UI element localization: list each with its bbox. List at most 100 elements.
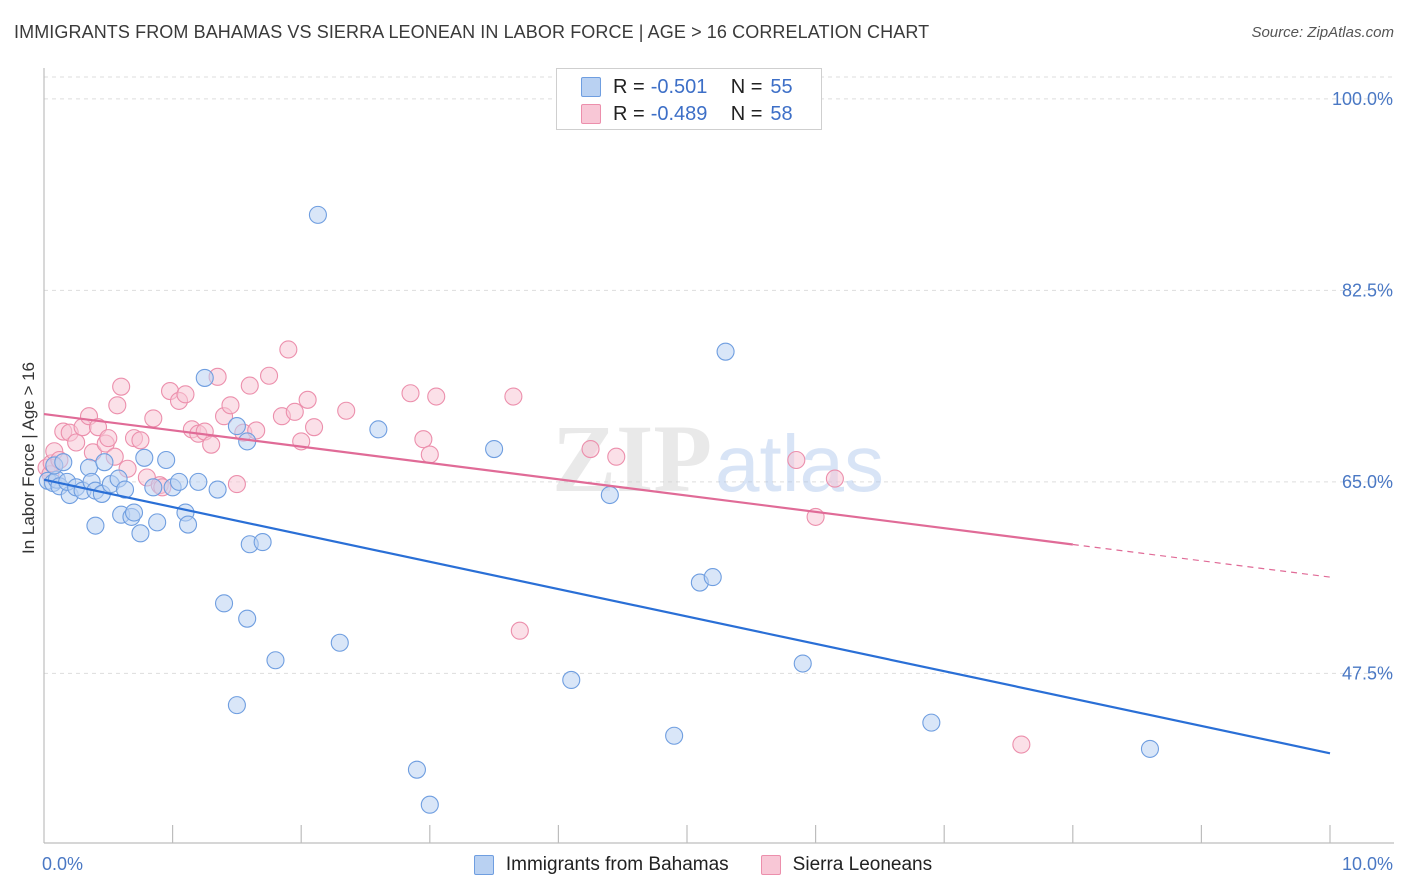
bahamas-point[interactable] [703, 568, 722, 587]
legend-swatch-blue [473, 855, 494, 875]
y-tick-labels: 100.0% 82.5% 65.0% 47.5% [1332, 89, 1393, 684]
legend-swatch-pink [760, 855, 781, 875]
bahamas-point[interactable] [407, 760, 426, 779]
r-value: -0.501 [650, 75, 708, 98]
bahamas-point[interactable] [178, 515, 198, 534]
sierra-leonean-point[interactable] [221, 396, 240, 415]
bahamas-point[interactable] [227, 696, 246, 715]
sierra-leonean-point[interactable] [144, 409, 163, 428]
series-bahamas-points [38, 205, 1160, 814]
sierra-leonean-point[interactable] [510, 621, 529, 640]
bahamas-point[interactable] [86, 516, 105, 535]
legend-label: Immigrants from Bahamas [505, 854, 729, 875]
bahamas-point[interactable] [227, 417, 246, 436]
bahamas-point[interactable] [189, 472, 208, 491]
legend-row-sierra-leoneans: R = -0.489 N = 58 [581, 102, 793, 126]
sierra-leonean-point[interactable] [420, 445, 439, 464]
x-tick-label: 10.0% [1342, 854, 1393, 874]
bahamas-point[interactable] [54, 453, 73, 472]
bahamas-point[interactable] [266, 651, 285, 670]
sierra-leonean-point[interactable] [414, 430, 433, 449]
bahamas-point[interactable] [330, 633, 349, 652]
sierra-leonean-point[interactable] [112, 377, 131, 396]
bahamas-point[interactable] [485, 440, 504, 459]
legend-swatch-pink [581, 104, 601, 124]
y-tick-label: 47.5% [1342, 663, 1393, 683]
y-tick-label: 65.0% [1342, 472, 1393, 492]
bahamas-point[interactable] [1140, 739, 1160, 758]
sierra-leonean-point[interactable] [227, 475, 246, 494]
bahamas-point[interactable] [214, 594, 234, 613]
r-label: R = [613, 75, 645, 98]
sierra-leonean-point[interactable] [401, 384, 420, 403]
axes [43, 68, 1394, 844]
sierra-leonean-point[interactable] [108, 396, 127, 415]
sierra-leonean-point[interactable] [825, 469, 844, 488]
bahamas-point[interactable] [716, 342, 735, 361]
bahamas-point[interactable] [562, 670, 581, 690]
bahamas-point[interactable] [369, 420, 388, 439]
watermark-zip: ZIP [552, 405, 712, 512]
bahamas-point[interactable] [793, 654, 812, 673]
bahamas-point[interactable] [195, 368, 214, 387]
sierra-leonean-point[interactable] [240, 376, 259, 395]
bahamas-point[interactable] [665, 726, 684, 745]
trend-line-bahamas [43, 478, 1331, 755]
bahamas-point[interactable] [922, 713, 941, 732]
sierra-leonean-point[interactable] [285, 402, 304, 421]
legend-label: Sierra Leoneans [792, 854, 933, 875]
bahamas-point[interactable] [148, 513, 167, 532]
sierra-leonean-point[interactable] [607, 447, 626, 466]
y-tick-label: 82.5% [1342, 280, 1393, 300]
n-value: 55 [770, 75, 793, 98]
r-value: -0.489 [650, 102, 708, 125]
legend-item-bahamas[interactable]: Immigrants from Bahamas [473, 854, 729, 876]
sierra-leonean-point[interactable] [67, 433, 86, 452]
bahamas-point[interactable] [131, 524, 150, 543]
chart-title: IMMIGRANTS FROM BAHAMAS VS SIERRA LEONEA… [14, 22, 930, 42]
x-tick-labels: 0.0% 10.0% [42, 854, 1393, 874]
bahamas-point[interactable] [420, 795, 439, 814]
sierra-leonean-point[interactable] [337, 401, 356, 420]
r-label: R = [613, 102, 645, 125]
n-value: 58 [770, 102, 793, 125]
sierra-leonean-point[interactable] [1012, 735, 1031, 754]
sierra-leonean-point[interactable] [427, 387, 446, 406]
sierra-leonean-point[interactable] [787, 450, 806, 470]
n-label: N = [730, 102, 763, 125]
bahamas-point[interactable] [124, 503, 144, 522]
bahamas-point[interactable] [157, 450, 176, 470]
correlation-legend: R = -0.501 N = 55 R = -0.489 N = 58 [556, 68, 822, 130]
bahamas-point[interactable] [238, 609, 257, 628]
sierra-leonean-point[interactable] [202, 435, 221, 454]
n-label: N = [730, 75, 763, 98]
bahamas-point[interactable] [95, 453, 114, 472]
sierra-leonean-point[interactable] [279, 340, 298, 359]
bahamas-point[interactable] [600, 485, 619, 505]
x-tick-label: 0.0% [42, 854, 83, 874]
source-credit: Source: ZipAtlas.com [1251, 24, 1394, 41]
bahamas-point[interactable] [253, 533, 272, 552]
sierra-leonean-point[interactable] [504, 387, 523, 406]
bahamas-point[interactable] [169, 472, 189, 491]
series-sierra-leoneans-points [37, 340, 1031, 754]
sierra-leonean-point[interactable] [298, 390, 317, 409]
grid-lines [44, 76, 1394, 674]
sierra-leonean-point[interactable] [305, 418, 324, 437]
bahamas-point[interactable] [308, 205, 327, 224]
bahamas-point[interactable] [135, 448, 154, 467]
sierra-leonean-point[interactable] [259, 366, 279, 385]
bahamas-point[interactable] [208, 480, 227, 499]
sierra-leonean-point[interactable] [581, 440, 600, 459]
bahamas-point[interactable] [144, 478, 163, 497]
trend-lines [43, 412, 1331, 755]
y-axis-label: In Labor Force | Age > 16 [19, 362, 38, 554]
sierra-leonean-point[interactable] [176, 385, 195, 404]
legend-item-sierra-leoneans[interactable]: Sierra Leoneans [760, 854, 933, 876]
sierra-leonean-point[interactable] [131, 431, 150, 450]
legend-swatch-blue [581, 77, 601, 97]
sierra-leonean-point[interactable] [99, 429, 118, 448]
trend-line-sierra-leoneans [43, 412, 1073, 546]
series-legend: Immigrants from Bahamas Sierra Leoneans [0, 852, 1406, 878]
